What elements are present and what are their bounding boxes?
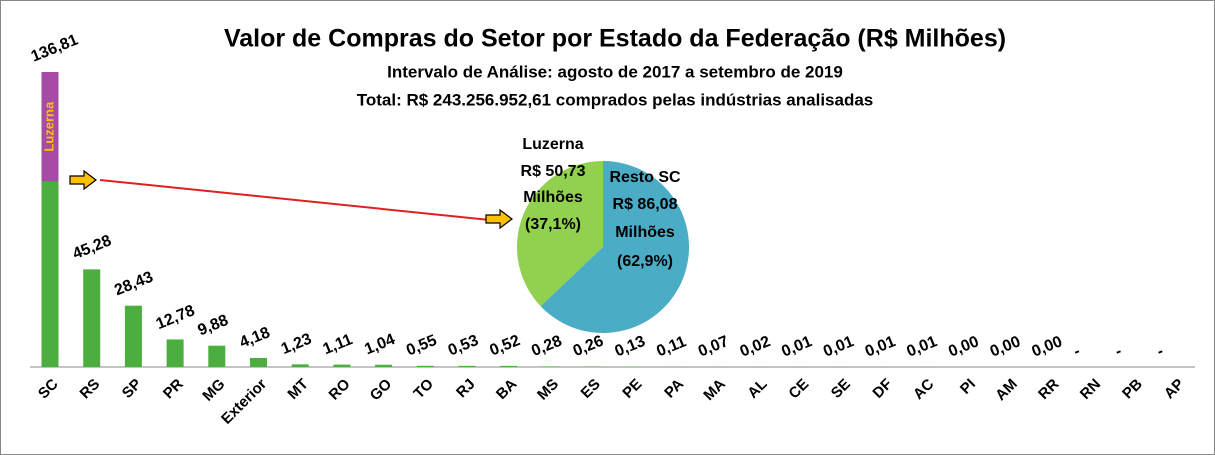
data-label: - [1113, 343, 1124, 361]
bar [416, 365, 434, 367]
chart-title: Valor de Compras do Setor por Estado da … [224, 25, 1006, 53]
bar [583, 366, 601, 367]
segment-label: Luzerna [41, 101, 56, 152]
pie-label: R$ 86,08 [613, 196, 678, 213]
pie-slice [540, 161, 689, 333]
data-label: - [1071, 343, 1082, 361]
subtitle: Intervalo de Análise: agosto de 2017 a s… [387, 62, 843, 81]
data-label: - [1155, 343, 1166, 361]
pie-label: Luzerna [522, 136, 583, 153]
arrow [69, 169, 97, 191]
bar [166, 339, 184, 367]
bar [291, 364, 309, 367]
pie-label: R$ 50,73 [521, 163, 586, 180]
bar [375, 364, 393, 367]
bar [333, 364, 351, 367]
bar [458, 365, 476, 367]
pie-slice [517, 161, 603, 307]
pie-label: Milhões [615, 224, 675, 241]
subtitle: Total: R$ 243.256.952,61 comprados pelas… [357, 90, 874, 109]
pie-label: Milhões [523, 189, 583, 206]
bar-segment [41, 72, 59, 182]
connector [99, 179, 491, 221]
bar [208, 345, 226, 367]
pie-label: (37,1%) [525, 216, 581, 233]
bar [83, 269, 101, 367]
arrow [485, 208, 513, 230]
pie-label: (62,9%) [617, 253, 673, 270]
pie-label: Resto SC [609, 169, 681, 186]
bar [124, 305, 142, 367]
bar [541, 366, 559, 367]
bar [500, 365, 518, 367]
bar [250, 357, 267, 367]
